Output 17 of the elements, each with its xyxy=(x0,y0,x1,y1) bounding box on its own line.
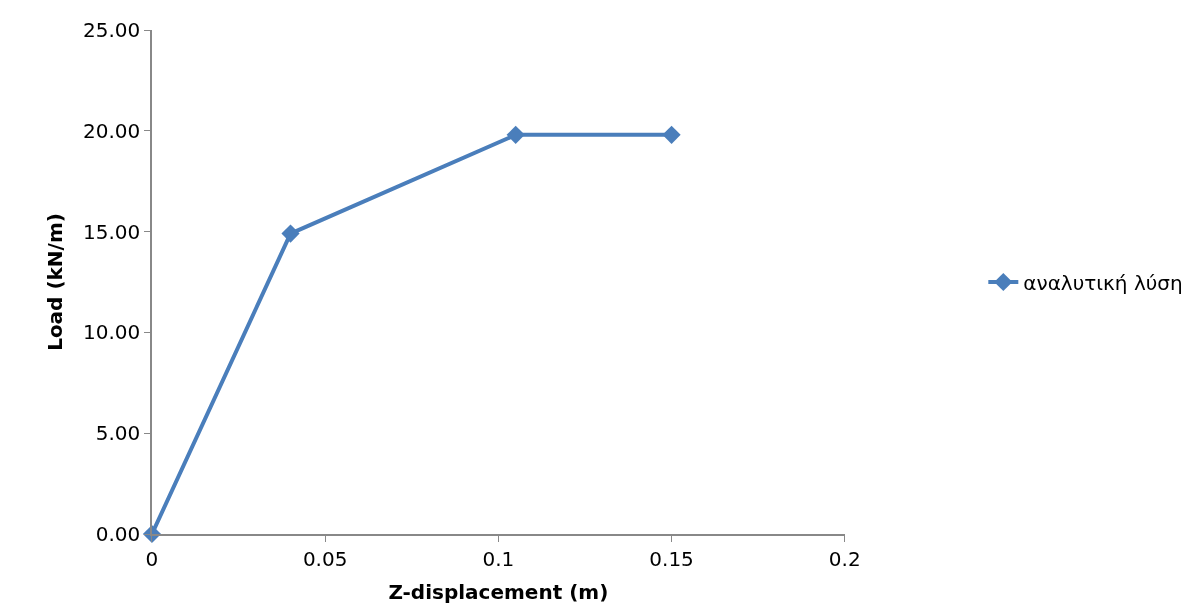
y-tick-label: 10.00 xyxy=(82,320,141,345)
x-tick-label: 0.15 xyxy=(649,546,694,571)
y-tick-label: 25.00 xyxy=(82,18,141,42)
x-tick-label: 0 xyxy=(145,546,159,571)
point xyxy=(506,125,525,144)
x-tick-label: 0.2 xyxy=(828,546,861,571)
y-tick-label: 20.00 xyxy=(82,118,141,143)
y-axis-title: Load (kN/m) xyxy=(42,213,67,351)
x-axis-title: Z-displacement (m) xyxy=(388,579,609,604)
y-tick-label: 5.00 xyxy=(95,421,141,446)
legend-label: αναλυτική λύση xyxy=(1023,270,1183,295)
x-tick-label: 0.1 xyxy=(482,546,515,571)
point xyxy=(662,125,681,144)
y-tick-label: 15.00 xyxy=(82,219,141,244)
y-tick-label: 0.00 xyxy=(95,522,141,546)
x-tick-label: 0.05 xyxy=(302,546,348,571)
point xyxy=(281,224,300,243)
